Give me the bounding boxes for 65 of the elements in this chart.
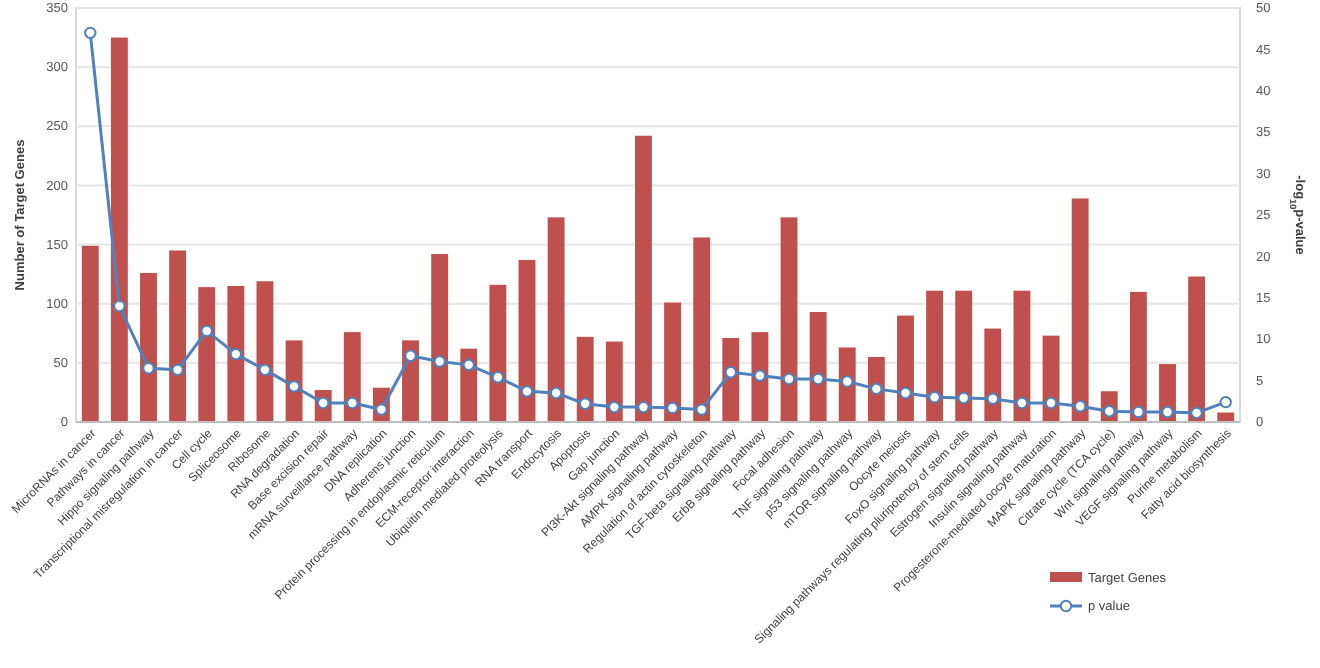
point — [433, 355, 446, 368]
bar — [751, 332, 769, 422]
point — [200, 324, 213, 338]
point — [811, 372, 825, 386]
bar — [635, 135, 652, 422]
bar — [576, 336, 594, 422]
bar — [605, 341, 623, 422]
point — [899, 386, 912, 400]
point — [84, 26, 97, 40]
point — [1132, 405, 1145, 419]
point — [1219, 395, 1232, 409]
point — [986, 392, 1000, 406]
point — [637, 400, 650, 414]
point — [1190, 406, 1203, 420]
bar — [198, 287, 216, 422]
bar — [1129, 291, 1147, 422]
point — [229, 347, 243, 361]
point — [753, 369, 767, 382]
bar — [518, 259, 536, 422]
bar — [897, 315, 914, 422]
point — [724, 366, 737, 379]
bar — [809, 311, 827, 422]
point — [1015, 396, 1029, 410]
bar — [693, 237, 711, 422]
point — [1044, 396, 1058, 410]
bar — [489, 284, 507, 422]
point — [520, 385, 534, 398]
point — [491, 371, 505, 384]
point — [957, 391, 970, 405]
point — [841, 375, 854, 388]
point — [782, 372, 796, 386]
bar — [256, 281, 274, 422]
bar — [984, 328, 1002, 422]
point — [666, 401, 679, 415]
bar — [1013, 290, 1031, 422]
point — [579, 397, 592, 410]
point — [404, 349, 417, 362]
point — [928, 390, 941, 404]
bar — [227, 285, 245, 422]
point — [1073, 400, 1087, 413]
bar — [1071, 198, 1089, 422]
point — [549, 386, 563, 400]
bar — [780, 217, 798, 422]
point — [171, 363, 184, 377]
bar — [110, 37, 128, 422]
bar — [169, 250, 187, 422]
point — [608, 400, 621, 414]
bar — [343, 332, 361, 422]
point — [142, 361, 155, 375]
point — [287, 380, 301, 393]
bar — [81, 245, 99, 422]
bar — [140, 272, 157, 422]
bar — [926, 290, 944, 422]
bar — [664, 302, 681, 422]
bar — [431, 254, 449, 422]
point — [258, 363, 272, 377]
point — [346, 396, 359, 410]
bar — [1188, 276, 1206, 422]
point — [1161, 405, 1174, 419]
bar — [955, 290, 973, 422]
point — [113, 299, 126, 313]
point — [695, 403, 708, 416]
point — [870, 382, 883, 396]
point — [462, 358, 475, 372]
bar — [547, 217, 565, 422]
